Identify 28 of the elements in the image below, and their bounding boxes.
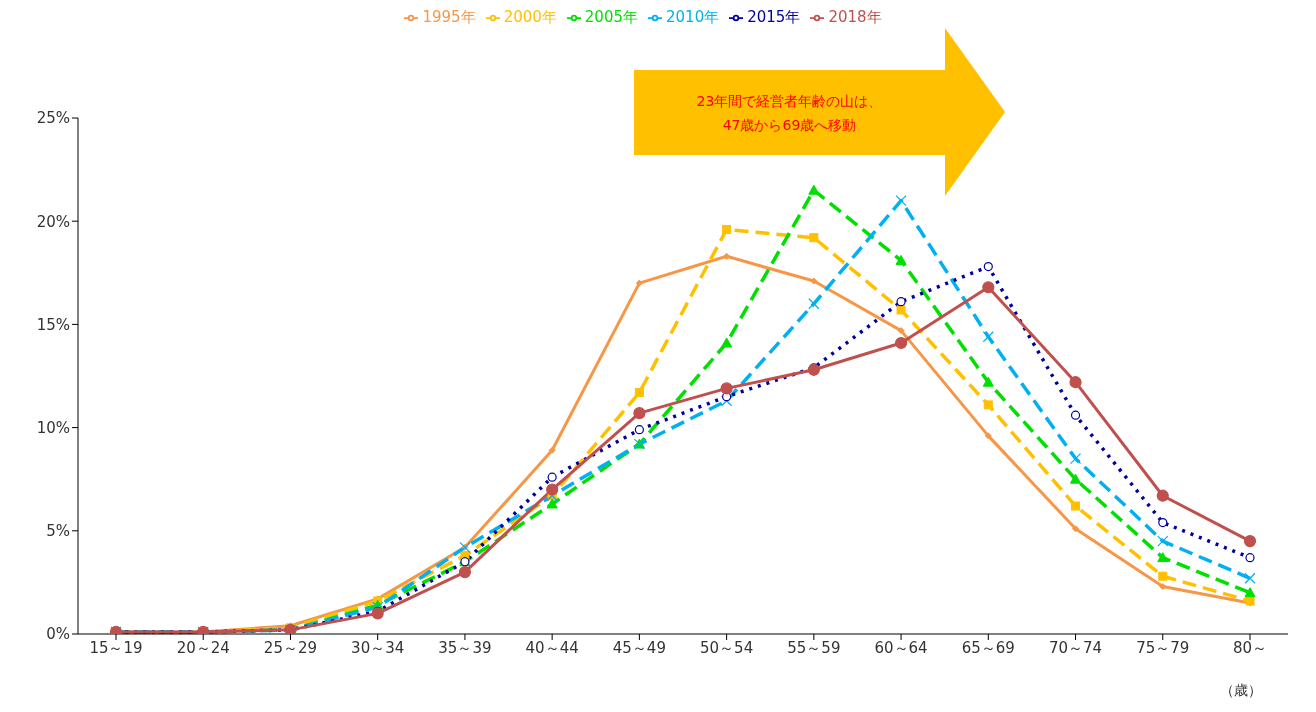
x-tick-label: 15～19	[89, 638, 143, 657]
x-axis-title: （歳）	[1220, 682, 1262, 700]
x-tick-label: 20～24	[176, 638, 230, 657]
y-tick-label: 5%	[46, 522, 70, 541]
y-tick-label: 20%	[36, 212, 70, 231]
x-tick-label: 65～69	[961, 638, 1015, 657]
y-tick-label: 15%	[36, 315, 70, 334]
y-tick-label: 10%	[36, 418, 70, 437]
legend-label: 2005年	[584, 8, 638, 26]
legend-label: 2018年	[828, 8, 882, 26]
legend-label: 1995年	[422, 8, 476, 26]
x-tick-label: 30～34	[351, 638, 405, 657]
x-tick-label: 25～29	[263, 638, 318, 657]
legend-label: 2000年	[503, 8, 557, 26]
x-tick-label: 40～44	[525, 638, 579, 657]
x-tick-label: 50～54	[700, 638, 754, 657]
legend-label: 2010年	[666, 8, 720, 26]
legend-label: 2015年	[747, 8, 801, 26]
y-tick-label: 25%	[36, 109, 70, 128]
y-tick-label: 0%	[46, 625, 70, 644]
annotation: 23年間で経営者年齢の山は、 47歳から69歳へ移動	[695, 91, 884, 135]
x-tick-label: 80～	[1232, 638, 1268, 657]
x-tick-label: 55～59	[787, 638, 841, 657]
x-tick-label: 70～74	[1048, 638, 1103, 657]
x-tick-label: 75～79	[1136, 638, 1190, 657]
x-tick-label: 45～49	[612, 638, 666, 657]
x-tick-label: 60～64	[874, 638, 928, 657]
x-tick-label: 35～39	[438, 638, 492, 657]
